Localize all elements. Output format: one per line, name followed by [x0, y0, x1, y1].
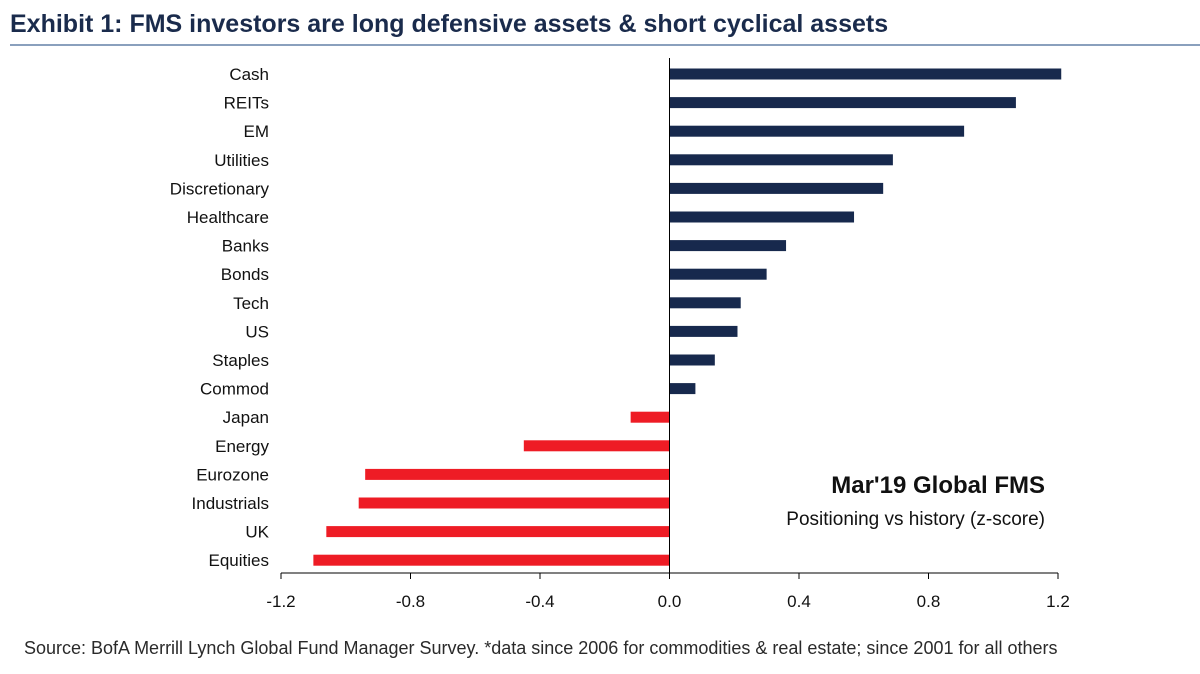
category-label-staples: Staples — [212, 351, 269, 370]
x-tick-label: -1.2 — [266, 592, 295, 611]
category-label-us: US — [245, 322, 269, 341]
bar-bonds — [669, 268, 767, 280]
x-tick-label: 0.8 — [917, 592, 941, 611]
category-label-discretionary: Discretionary — [170, 179, 270, 198]
bars-group — [313, 68, 1062, 566]
x-tick-label: -0.8 — [396, 592, 425, 611]
bar-reits — [669, 97, 1016, 109]
bar-healthcare — [669, 211, 855, 223]
x-tick-label: 1.2 — [1046, 592, 1070, 611]
bar-us — [669, 325, 738, 337]
category-label-energy: Energy — [215, 437, 269, 456]
bar-commod — [669, 383, 696, 395]
category-label-reits: REITs — [224, 94, 269, 113]
bar-equities — [313, 554, 670, 566]
bar-cash — [669, 68, 1062, 80]
bar-industrials — [358, 497, 670, 509]
bar-discretionary — [669, 182, 884, 194]
bar-eurozone — [365, 468, 670, 480]
category-label-cash: Cash — [229, 65, 269, 84]
chart-title: Exhibit 1: FMS investors are long defens… — [10, 10, 889, 38]
category-label-healthcare: Healthcare — [187, 208, 269, 227]
bar-tech — [669, 297, 741, 309]
category-label-equities: Equities — [209, 551, 269, 570]
x-tick-label: -0.4 — [525, 592, 554, 611]
x-tick-label: 0.0 — [658, 592, 682, 611]
x-axis-group: -1.2 -0.8 -0.4 0.0 0.4 0.8 1.2 — [266, 58, 1070, 611]
category-label-banks: Banks — [222, 237, 269, 256]
category-label-tech: Tech — [233, 294, 269, 313]
bar-em — [669, 125, 965, 137]
category-label-em: EM — [244, 122, 270, 141]
category-label-japan: Japan — [223, 408, 269, 427]
category-label-eurozone: Eurozone — [196, 465, 269, 484]
bar-banks — [669, 240, 787, 252]
annotation-subtitle: Positioning vs history (z-score) — [786, 509, 1045, 530]
annotation-title: Mar'19 Global FMS — [831, 472, 1045, 499]
category-label-uk: UK — [245, 523, 269, 542]
category-label-industrials: Industrials — [192, 494, 269, 513]
bar-utilities — [669, 154, 893, 166]
bar-uk — [326, 526, 670, 538]
category-label-utilities: Utilities — [214, 151, 269, 170]
bar-japan — [630, 411, 670, 423]
bar-staples — [669, 354, 715, 366]
title-rule — [10, 44, 1200, 46]
category-labels-group: Cash REITs EM Utilities Discretionary Healthc… — [170, 65, 270, 570]
source-note: Source: BofA Merrill Lynch Global Fund M… — [24, 638, 1058, 658]
category-label-bonds: Bonds — [221, 265, 269, 284]
category-label-commod: Commod — [200, 380, 269, 399]
x-tick-label: 0.4 — [787, 592, 811, 611]
bar-energy — [523, 440, 670, 452]
